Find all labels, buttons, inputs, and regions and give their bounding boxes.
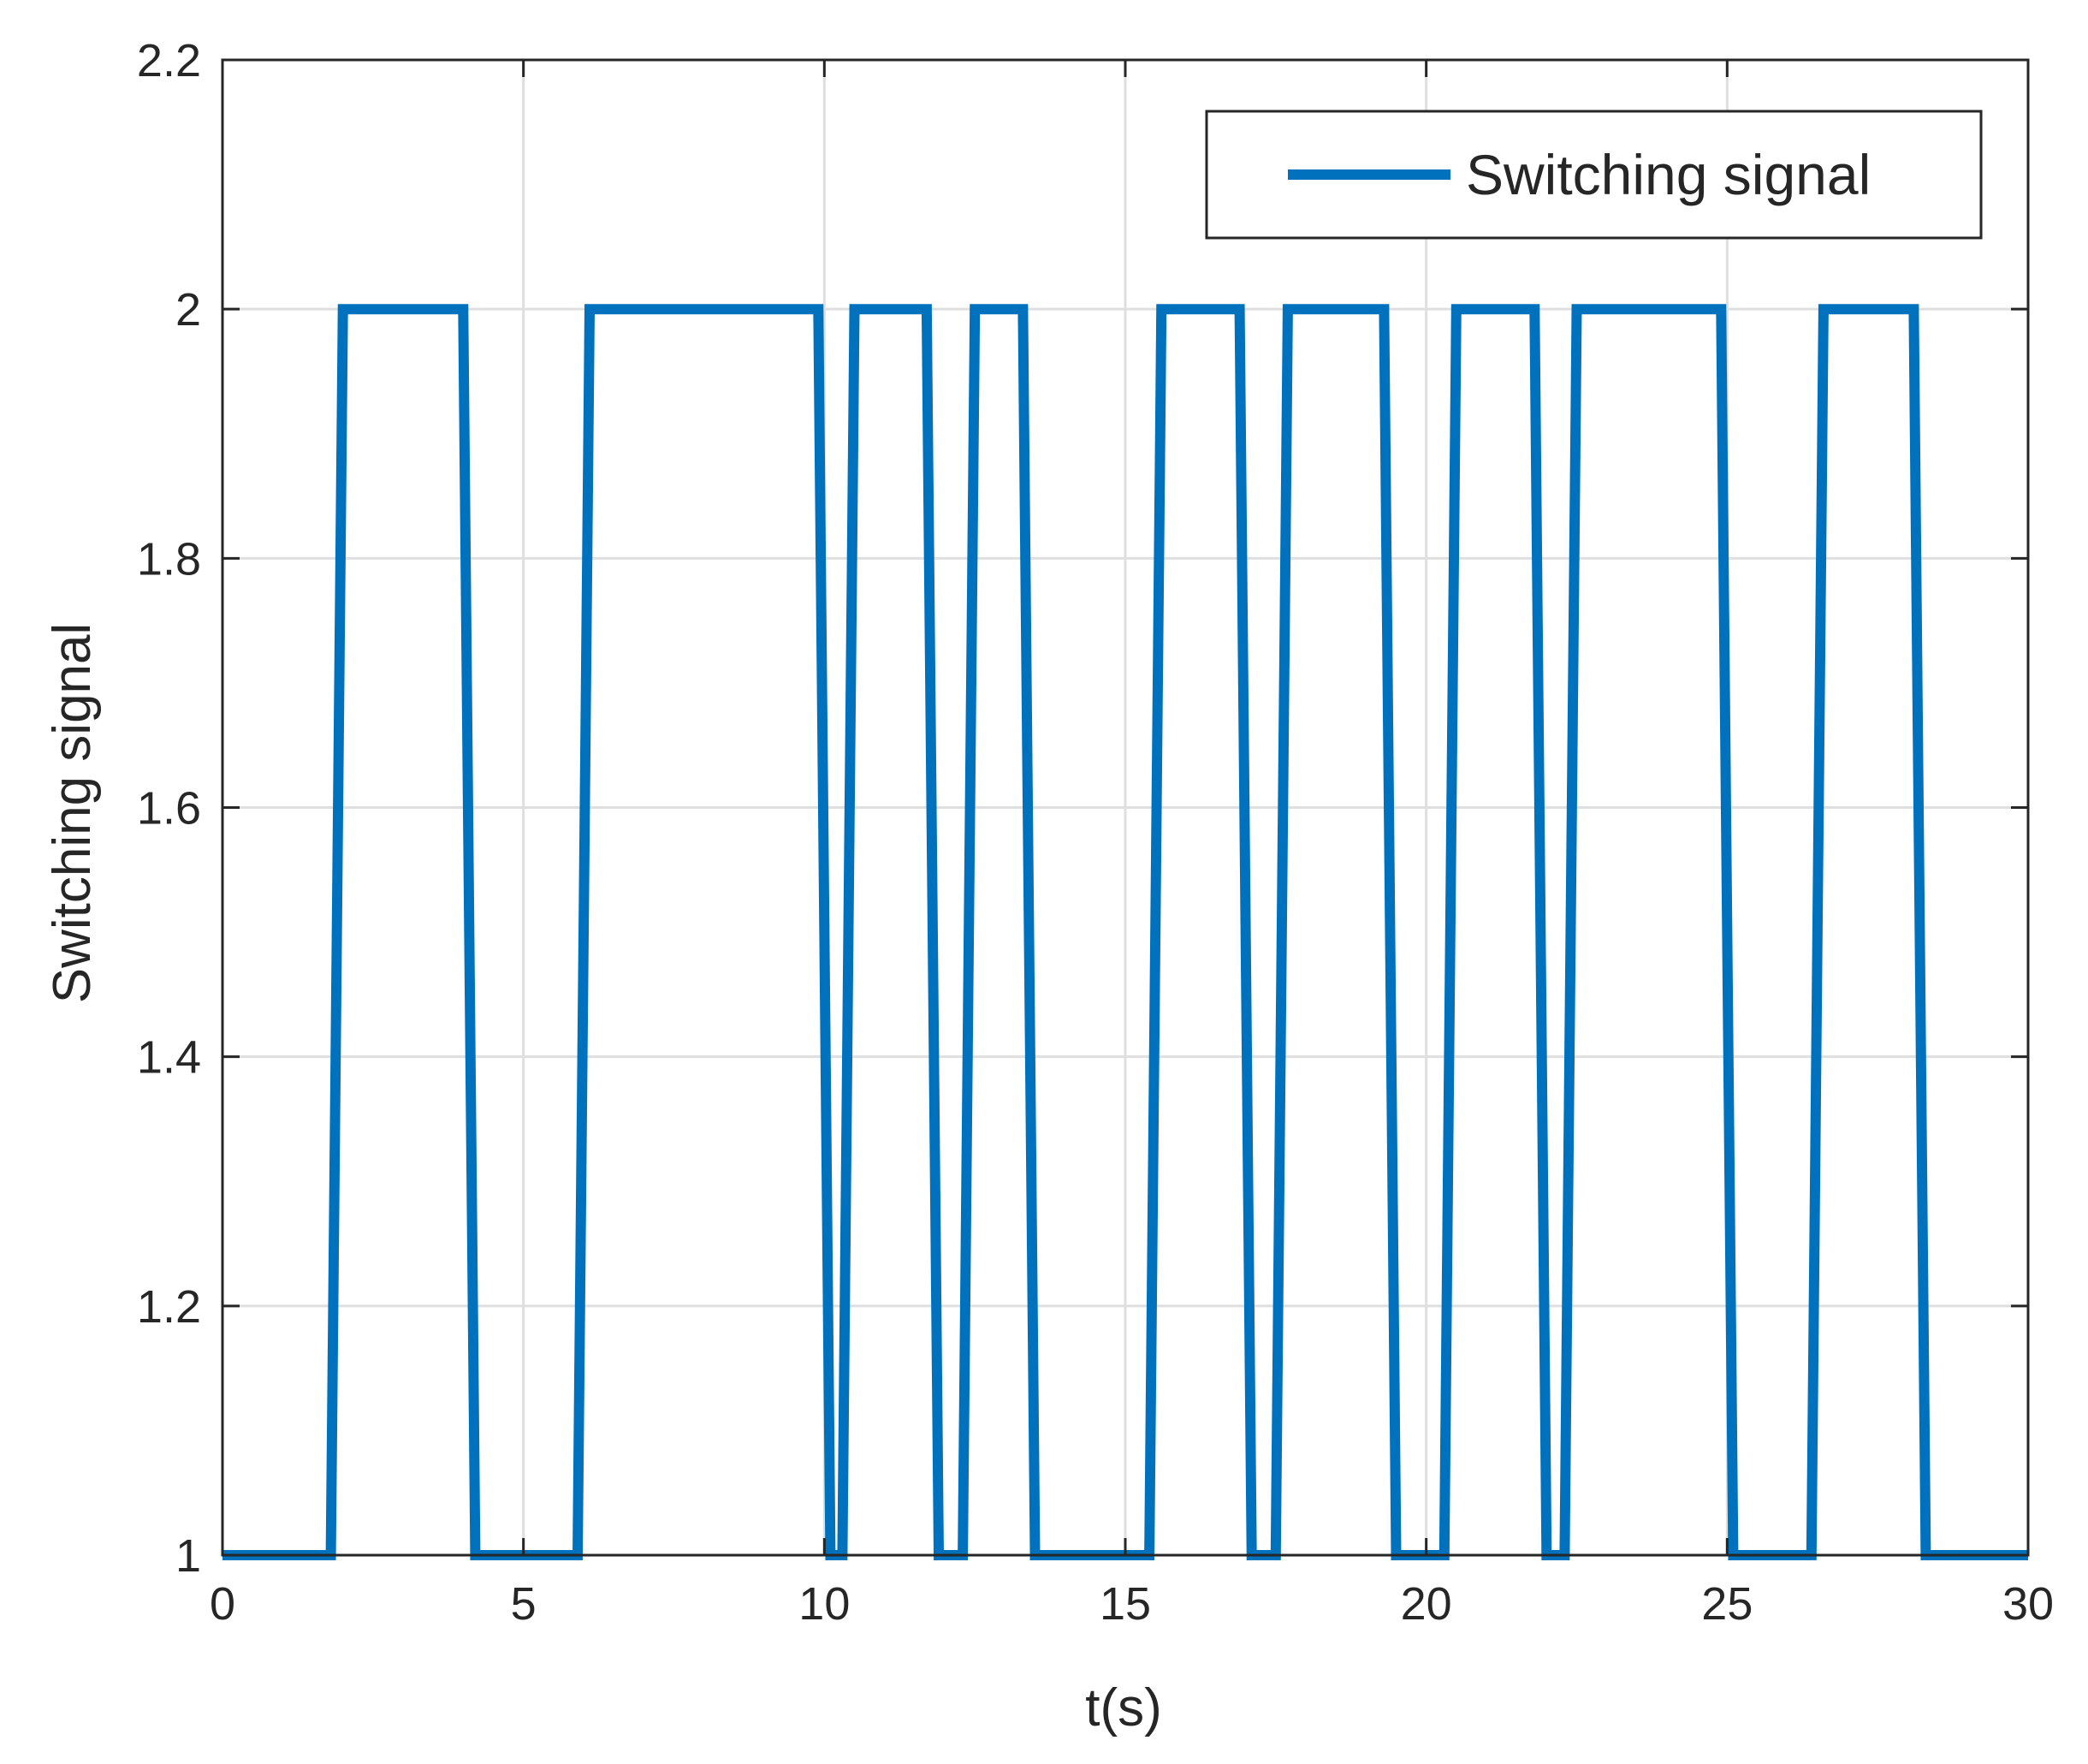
y-axis-label: Switching signal (43, 623, 102, 1004)
y-tick-label: 1.2 (137, 1281, 201, 1333)
x-tick-label: 0 (210, 1578, 235, 1630)
y-tick-label: 2 (175, 284, 201, 336)
y-tick-label: 1.4 (137, 1032, 201, 1084)
legend: Switching signal (1205, 110, 1983, 240)
x-tick-label: 30 (2002, 1578, 2054, 1630)
x-axis-label: t(s) (1085, 1678, 1162, 1737)
x-tick-label: 25 (1701, 1578, 1753, 1630)
x-tick-label: 5 (511, 1578, 537, 1630)
ticks-layer: 0 5 10 15 20 25 30 1 1.2 1.4 1.6 1.8 2 2.2 (137, 35, 2054, 1630)
y-tick-label: 1.6 (137, 783, 201, 834)
x-tick-label: 20 (1401, 1578, 1452, 1630)
y-tick-label: 2.2 (137, 35, 201, 86)
series-layer (222, 304, 2028, 1560)
series-line-0 (222, 304, 2028, 1560)
x-tick-label: 10 (798, 1578, 850, 1630)
x-tick-label: 15 (1100, 1578, 1151, 1630)
y-tick-label: 1.8 (137, 533, 201, 585)
legend-label: Switching signal (1466, 143, 1871, 206)
y-tick-label: 1 (175, 1530, 201, 1582)
